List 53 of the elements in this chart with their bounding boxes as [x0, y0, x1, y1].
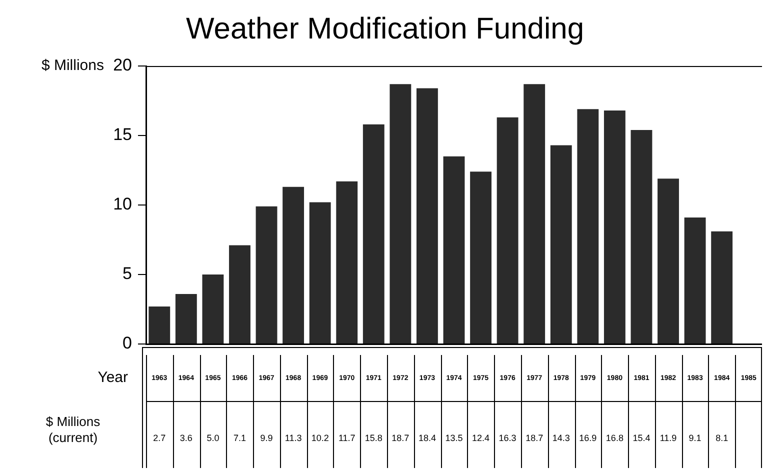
data-label: 16.8 — [606, 432, 624, 443]
bar — [309, 202, 331, 344]
data-label: 18.7 — [392, 432, 410, 443]
data-label: 10.2 — [311, 432, 329, 443]
data-label: 18.7 — [526, 432, 544, 443]
bar — [658, 178, 679, 344]
y-tick-label: 20 — [113, 56, 132, 75]
bar — [148, 306, 170, 344]
data-label: 12.4 — [472, 432, 490, 443]
data-label: 15.8 — [364, 432, 382, 443]
data-label: 11.3 — [284, 432, 302, 443]
bar — [282, 186, 304, 344]
bar — [336, 181, 358, 344]
data-label: 14.3 — [552, 432, 570, 443]
data-label: 11.9 — [660, 432, 677, 443]
data-label: 13.5 — [445, 432, 463, 443]
data-label: 16.9 — [579, 432, 597, 443]
data-label: 9.1 — [688, 432, 702, 443]
y-tick-label: 15 — [113, 125, 132, 144]
data-label: 5.0 — [206, 432, 220, 443]
bar — [229, 245, 250, 344]
bar — [684, 218, 706, 344]
y-tick-label: 10 — [113, 194, 132, 214]
bar — [550, 145, 572, 344]
bar — [711, 231, 733, 344]
bar — [390, 84, 412, 344]
bar — [630, 130, 652, 344]
text: $ Millions (current) — [46, 414, 101, 446]
y-axis-title: $ Millions — [41, 57, 104, 74]
data-label: 18.4 — [418, 432, 436, 443]
bar — [362, 124, 384, 344]
data-label: 15.4 — [632, 432, 650, 443]
bar — [175, 294, 197, 344]
y-tick-label: 5 — [122, 264, 132, 284]
data-label: 9.9 — [260, 432, 273, 443]
bar — [577, 109, 599, 344]
bar — [470, 172, 492, 344]
bar — [202, 274, 224, 344]
data-label: 11.7 — [338, 432, 356, 443]
bar — [416, 88, 438, 344]
x-axis-title: Year — [98, 369, 128, 386]
data-label: 16.3 — [498, 432, 516, 443]
bar — [496, 117, 518, 344]
y-tick-label: 0 — [122, 334, 132, 353]
chart-title: Weather Modification Funding — [186, 12, 584, 46]
data-label: 8.1 — [716, 432, 728, 443]
data-label: 7.1 — [233, 432, 246, 443]
bar — [604, 110, 626, 344]
data-label: 2.7 — [153, 432, 166, 443]
bar — [443, 156, 465, 344]
data-label: 3.6 — [180, 432, 192, 443]
bar — [256, 206, 278, 344]
bar — [524, 84, 546, 344]
